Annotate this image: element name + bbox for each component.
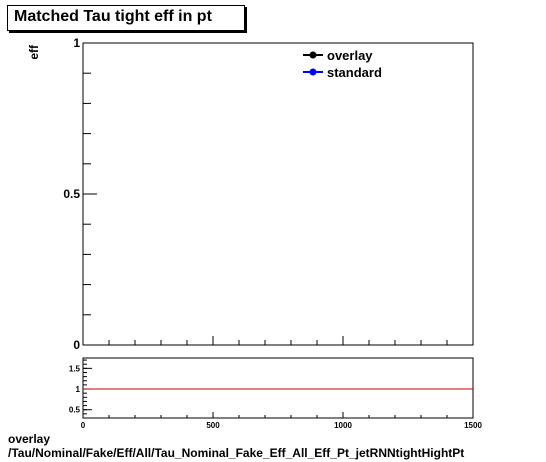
legend-label: standard — [327, 65, 382, 80]
ratio-x-tick-label: 1500 — [464, 421, 482, 430]
ratio-plot: 0.5 1 1.5 0 500 1000 1500 — [69, 357, 482, 430]
legend-label: overlay — [327, 48, 373, 63]
ratio-plot-frame — [82, 357, 474, 419]
ratio-x-tick-label: 500 — [206, 421, 220, 430]
footer-line-2: /Tau/Nominal/Fake/Eff/All/Tau_Nominal_Fa… — [8, 446, 465, 460]
main-plot-frame — [82, 42, 474, 346]
footer-line-1: overlay — [8, 432, 51, 446]
footer-caption: overlay /Tau/Nominal/Fake/Eff/All/Tau_No… — [8, 432, 464, 460]
ratio-y-tick-label: 1.5 — [69, 364, 81, 373]
legend-marker — [309, 51, 317, 59]
chart-title: Matched Tau tight eff in pt — [14, 8, 212, 25]
y-tick-label: 0 — [73, 338, 80, 352]
chart-title-box: Matched Tau tight eff in pt — [7, 5, 245, 31]
y-axis-title: eff — [27, 44, 41, 60]
ratio-y-tick-label: 0.5 — [69, 406, 81, 415]
ratio-x-tick-label: 0 — [81, 421, 86, 430]
main-plot: 0 0.5 1 eff overlay standard — [27, 36, 474, 352]
y-tick-label: 1 — [73, 36, 80, 50]
y-tick-label: 0.5 — [63, 187, 80, 201]
ratio-y-tick-label: 1 — [76, 385, 81, 394]
ratio-x-tick-label: 1000 — [334, 421, 352, 430]
legend-marker — [309, 68, 317, 76]
